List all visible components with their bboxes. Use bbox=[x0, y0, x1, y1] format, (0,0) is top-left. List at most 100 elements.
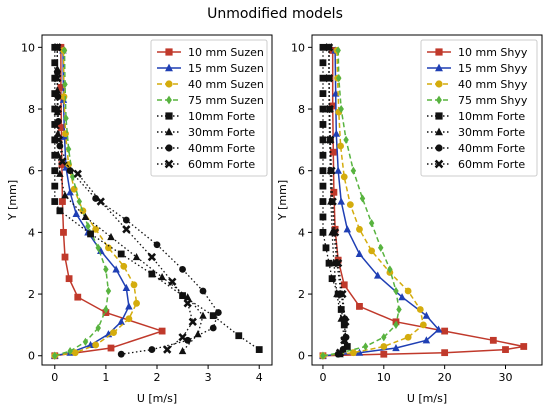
legend-marker bbox=[435, 112, 443, 120]
legend-label: 60mm Forte bbox=[458, 158, 525, 171]
legend-entry: 60mm Forte bbox=[427, 158, 525, 171]
data-point bbox=[122, 225, 131, 234]
data-point bbox=[178, 347, 187, 355]
legend-label: 10mm Forte bbox=[458, 110, 525, 123]
data-point bbox=[58, 161, 66, 168]
data-point bbox=[54, 151, 63, 159]
data-point bbox=[59, 198, 66, 205]
data-point bbox=[117, 317, 125, 325]
legend-marker bbox=[164, 159, 174, 169]
left-chart-panel: 0 1 2 3 4 0 2 4 6 8 10 U [m/s] Y [mm] 10 mm Suzen 15 m… bbox=[6, 34, 273, 405]
data-point bbox=[337, 197, 345, 205]
data-point bbox=[179, 292, 186, 300]
data-point bbox=[393, 286, 399, 296]
legend-entry: 30mm Forte bbox=[157, 126, 255, 139]
x-tick-label: 3 bbox=[205, 371, 212, 384]
data-point bbox=[343, 225, 352, 233]
data-point bbox=[422, 311, 431, 319]
data-point bbox=[337, 306, 345, 313]
data-point bbox=[346, 201, 354, 209]
data-point bbox=[336, 74, 342, 83]
data-point bbox=[81, 212, 90, 221]
data-point bbox=[235, 332, 243, 340]
data-point bbox=[120, 262, 128, 270]
legend-entry: 60mm Forte bbox=[157, 158, 255, 171]
legend-label: 60mm Forte bbox=[188, 158, 255, 171]
data-point bbox=[57, 43, 65, 51]
legend-label: 30mm Forte bbox=[458, 126, 525, 139]
data-point bbox=[255, 346, 263, 353]
series-line bbox=[56, 47, 194, 351]
legend-marker bbox=[435, 63, 443, 72]
legend-entry: 15 mm Shyy bbox=[427, 62, 528, 75]
data-point bbox=[396, 305, 402, 314]
data-point bbox=[404, 333, 412, 341]
data-point bbox=[54, 129, 62, 137]
y-tick-label: 10 bbox=[291, 41, 305, 54]
legend-entry: 40 mm Shyy bbox=[427, 78, 528, 91]
data-point bbox=[62, 80, 68, 89]
data-point bbox=[356, 303, 363, 310]
data-point bbox=[51, 59, 59, 67]
legend-entry: 10 mm Shyy bbox=[427, 46, 528, 59]
y-tick-label: 0 bbox=[28, 350, 35, 363]
legend-entry: 10mm Forte bbox=[427, 110, 525, 123]
data-point bbox=[60, 93, 68, 101]
data-point bbox=[51, 151, 59, 159]
data-point bbox=[441, 327, 449, 335]
data-point bbox=[441, 349, 449, 357]
data-point bbox=[319, 74, 327, 82]
legend-marker bbox=[435, 127, 443, 136]
data-point bbox=[53, 104, 62, 114]
data-point bbox=[66, 167, 74, 175]
y-tick-label: 4 bbox=[28, 226, 35, 239]
legend-entry: 40 mm Suzen bbox=[157, 78, 264, 91]
data-point bbox=[329, 47, 337, 54]
data-point bbox=[148, 270, 156, 278]
data-point bbox=[87, 230, 94, 238]
legend-label: 15 mm Shyy bbox=[458, 62, 528, 75]
data-point bbox=[325, 259, 333, 267]
data-point bbox=[61, 46, 68, 55]
data-point bbox=[341, 317, 350, 326]
data-point bbox=[380, 343, 388, 350]
y-tick-label: 6 bbox=[28, 165, 35, 178]
legend-marker bbox=[435, 48, 443, 56]
data-point bbox=[54, 117, 62, 125]
data-point bbox=[350, 166, 357, 175]
data-point bbox=[61, 191, 69, 199]
data-point bbox=[96, 197, 105, 206]
legend-label: 40mm Forte bbox=[458, 142, 525, 155]
data-point bbox=[163, 345, 172, 354]
data-point bbox=[153, 241, 161, 249]
data-point bbox=[340, 336, 349, 345]
data-point bbox=[343, 135, 349, 144]
data-point bbox=[57, 84, 65, 91]
data-point bbox=[51, 182, 59, 190]
legend-entry: 10 mm Suzen bbox=[157, 46, 264, 59]
data-point bbox=[319, 228, 327, 236]
data-point bbox=[103, 305, 109, 314]
data-point bbox=[319, 151, 327, 159]
y-tick-label: 8 bbox=[28, 103, 35, 116]
data-point bbox=[319, 121, 327, 128]
data-point bbox=[520, 343, 528, 350]
x-axis-label: U [m/s] bbox=[137, 392, 177, 405]
data-point bbox=[356, 225, 363, 233]
data-point bbox=[378, 243, 384, 252]
data-point bbox=[183, 293, 192, 301]
data-point bbox=[53, 43, 62, 52]
data-point bbox=[71, 349, 79, 357]
data-point bbox=[73, 169, 82, 178]
data-point bbox=[325, 104, 334, 114]
data-point bbox=[422, 336, 431, 344]
data-point bbox=[392, 343, 400, 352]
x-tick-label: 0 bbox=[51, 371, 58, 384]
data-point bbox=[320, 351, 326, 360]
data-point bbox=[51, 136, 59, 144]
data-point bbox=[52, 351, 58, 360]
data-point bbox=[92, 225, 100, 233]
data-point bbox=[199, 287, 207, 295]
data-point bbox=[319, 136, 327, 144]
y-axis-label: Y [mm] bbox=[6, 180, 19, 221]
